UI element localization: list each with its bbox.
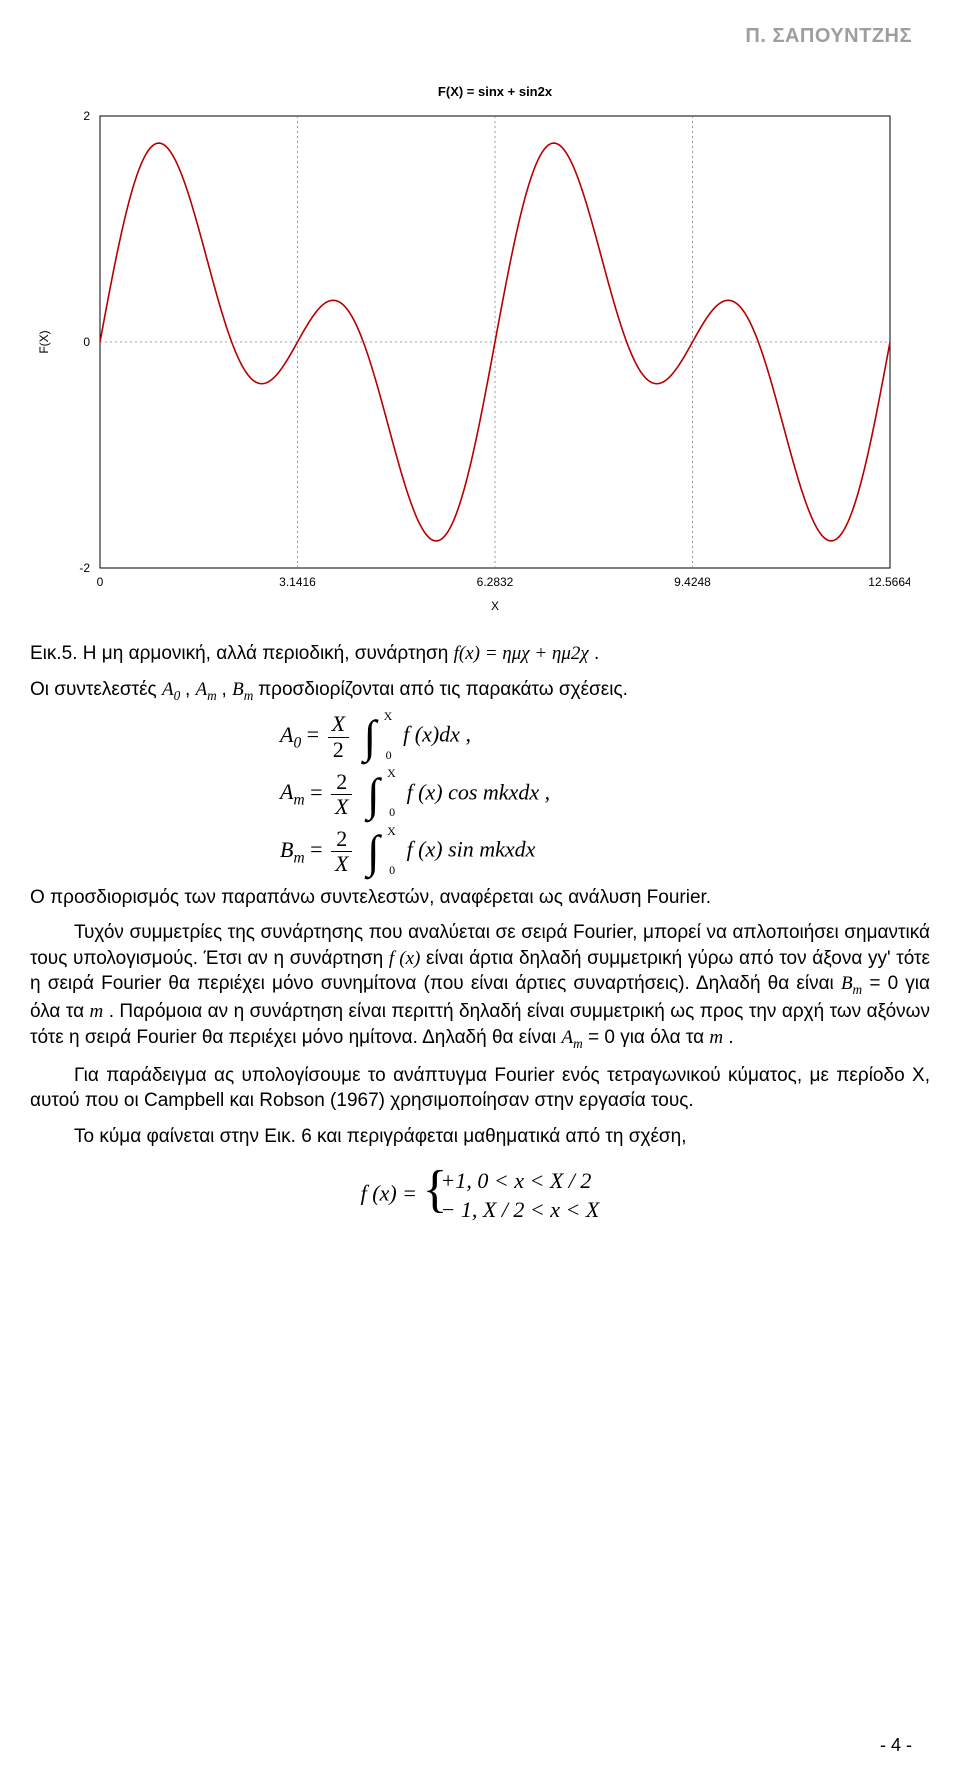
caption-prefix: Εικ.5. Η μη αρμονική, αλλά περιοδική, συ…: [30, 643, 454, 664]
brace-icon: {: [423, 1161, 448, 1218]
coeff-intro-middle: προσδιορίζονται από τις παρακάτω σχέσεις…: [258, 679, 628, 700]
svg-text:F(X): F(X): [37, 330, 51, 353]
svg-text:X: X: [491, 599, 499, 613]
integral-icon: ∫: [367, 774, 380, 815]
svg-text:0: 0: [97, 575, 104, 589]
svg-text:12.5664: 12.5664: [868, 575, 910, 589]
caption-suffix: .: [594, 643, 599, 664]
formula-Am: Am = 2 X ∫ X 0 f (x) cos mkxdx ,: [280, 770, 960, 819]
author-name: Π. ΣΑΠΟΥΝΤΖΗΣ: [745, 25, 912, 47]
coeff-Bm: Bm: [232, 679, 258, 700]
svg-text:0: 0: [83, 335, 90, 349]
figure-caption: Εικ.5. Η μη αρμονική, αλλά περιοδική, συ…: [0, 633, 960, 667]
svg-text:2: 2: [83, 109, 90, 123]
symmetry-paragraph: Τυχόν συμμετρίες της συνάρτησης που αναλ…: [0, 910, 960, 1052]
squarewave-formula: f (x) = { +1, 0 < x < X / 2 − 1, X / 2 <…: [0, 1167, 960, 1224]
integral-icon: ∫: [364, 716, 377, 757]
svg-text:3.1416: 3.1416: [279, 575, 316, 589]
coefficients-intro: Οι συντελεστές A0 , Am , Bm προσδιορίζον…: [0, 667, 960, 705]
squarewave-intro: Το κύμα φαίνεται στην Εικ. 6 και περιγρά…: [0, 1114, 960, 1150]
function-chart: F(X) = sinx + sin2x 0 3.1416 6.2832 9.4248 12…: [30, 78, 930, 623]
coeff-A0: A0: [162, 679, 185, 700]
coeff-intro-prefix: Οι συντελεστές: [30, 679, 162, 700]
page-number: - 4 -: [880, 1735, 912, 1756]
example-paragraph: Για παράδειγμα ας υπολογίσουμε το ανάπτυ…: [0, 1053, 960, 1114]
coeff-Am: Am: [196, 679, 222, 700]
integral-icon: ∫: [367, 831, 380, 872]
chart-svg: F(X) = sinx + sin2x 0 3.1416 6.2832 9.4248 12…: [30, 78, 910, 618]
svg-text:-2: -2: [79, 561, 90, 575]
svg-text:6.2832: 6.2832: [477, 575, 514, 589]
caption-formula: f(x) = ημχ + ημ2χ: [454, 643, 589, 664]
formula-Bm: Bm = 2 X ∫ X 0 f (x) sin mkxdx: [280, 827, 960, 876]
formula-A0: A0 = X 2 ∫ X 0 f (x)dx ,: [280, 712, 960, 761]
svg-text:9.4248: 9.4248: [674, 575, 711, 589]
svg-text:F(X) = sinx + sin2x: F(X) = sinx + sin2x: [438, 84, 553, 99]
fourier-definition: Ο προσδιορισμός των παραπάνω συντελεστών…: [0, 885, 960, 911]
page-header: Π. ΣΑΠΟΥΝΤΖΗΣ: [0, 0, 960, 48]
